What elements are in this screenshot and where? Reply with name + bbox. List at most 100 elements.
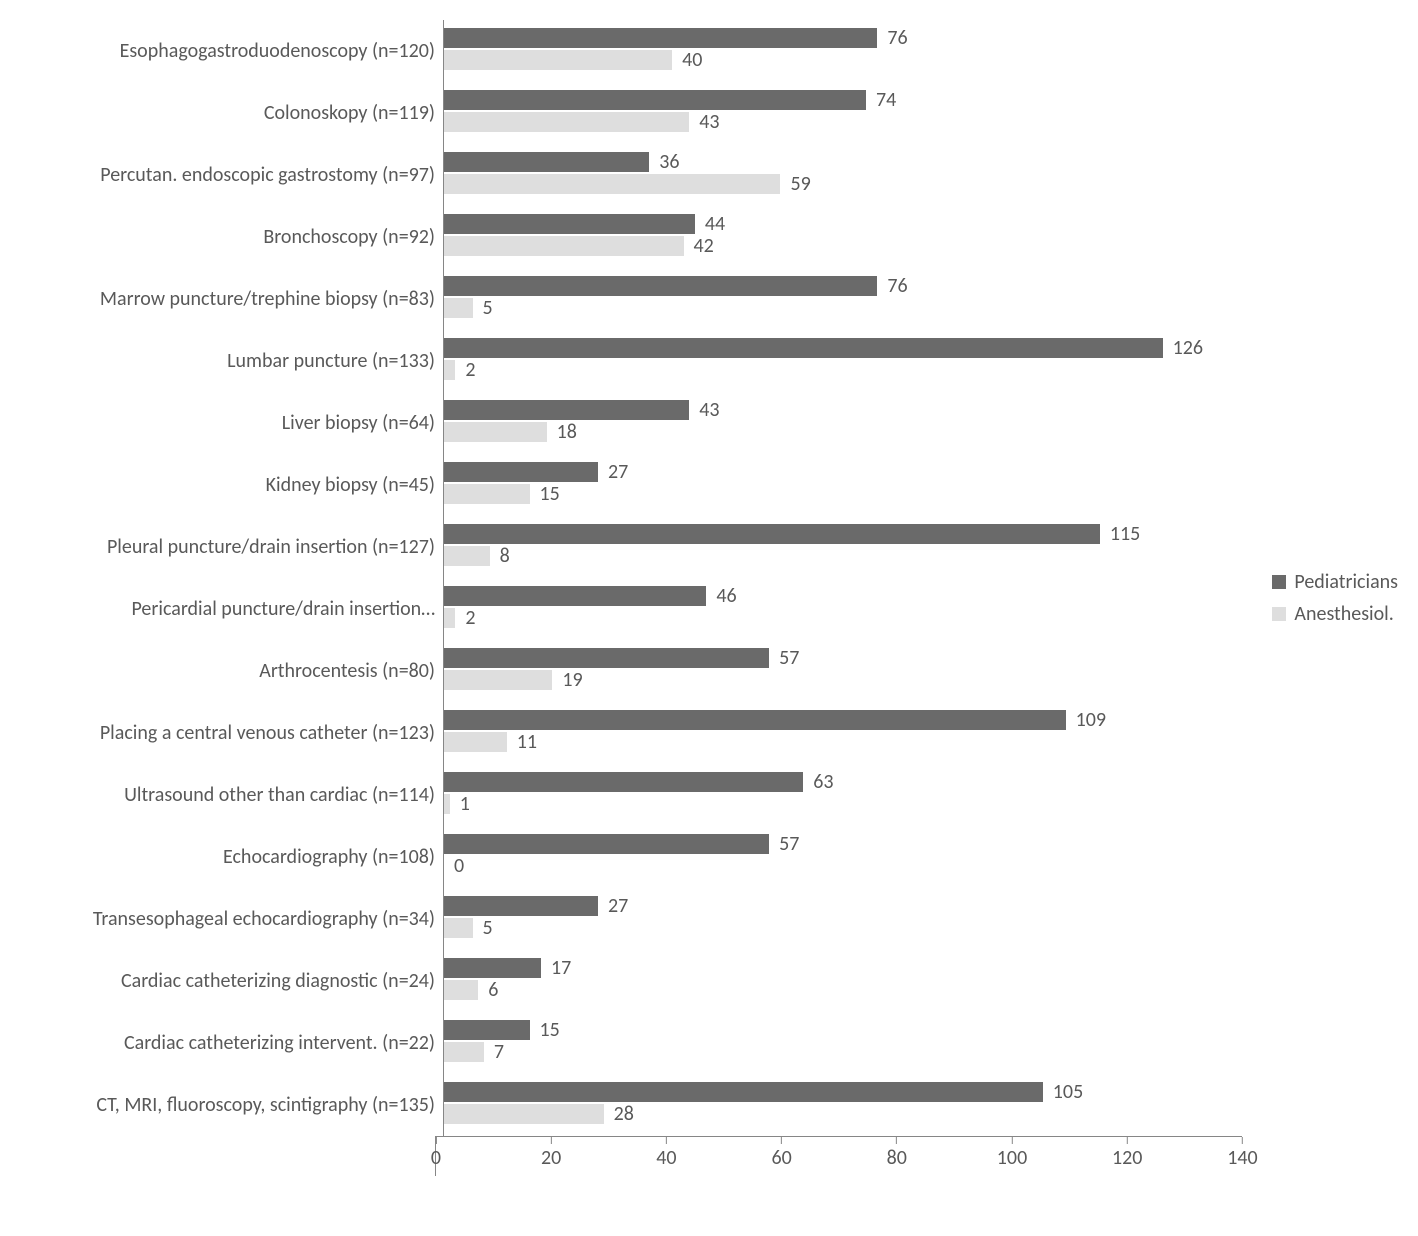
chart-row: Transesophageal echocardiography (n=34)2… — [20, 888, 1242, 950]
chart-row: Lumbar puncture (n=133)1262 — [20, 330, 1242, 392]
value-label-anesthesiol: 6 — [488, 978, 498, 1002]
bar-pediatricians — [444, 1082, 1043, 1102]
category-label: Transesophageal echocardiography (n=34) — [20, 908, 443, 930]
chart-row: Cardiac catheterizing diagnostic (n=24)1… — [20, 950, 1242, 1012]
bar-pediatricians — [444, 648, 769, 668]
bars-area: 570 — [443, 826, 1242, 888]
x-tick-label: 140 — [1227, 1146, 1257, 1170]
value-label-anesthesiol: 0 — [454, 854, 464, 878]
bar-anesthesiol — [444, 174, 780, 194]
chart-row: Pericardial puncture/drain insertion…462 — [20, 578, 1242, 640]
value-label-anesthesiol: 40 — [682, 48, 702, 72]
value-label-pediatricians: 74 — [876, 88, 896, 112]
bar-anesthesiol — [444, 360, 455, 380]
bars-area: 3659 — [443, 144, 1242, 206]
bars-area: 157 — [443, 1012, 1242, 1074]
bars-area: 5719 — [443, 640, 1242, 702]
category-label: Arthrocentesis (n=80) — [20, 660, 443, 682]
x-tick-label: 0 — [431, 1146, 441, 1170]
category-label: Cardiac catheterizing intervent. (n=22) — [20, 1032, 443, 1054]
value-label-anesthesiol: 5 — [483, 916, 493, 940]
x-tick: 80 — [887, 1137, 907, 1170]
category-label: Esophagogastroduodenoscopy (n=120) — [20, 40, 443, 62]
bar-pediatricians — [444, 772, 803, 792]
value-label-pediatricians: 27 — [608, 894, 628, 918]
chart-row: Pleural puncture/drain insertion (n=127)… — [20, 516, 1242, 578]
bars-area: 7443 — [443, 82, 1242, 144]
bar-pediatricians — [444, 896, 598, 916]
value-label-anesthesiol: 42 — [694, 234, 714, 258]
value-label-pediatricians: 15 — [540, 1018, 560, 1042]
x-tick: 140 — [1227, 1137, 1257, 1170]
category-label: Colonoskopy (n=119) — [20, 102, 443, 124]
value-label-pediatricians: 76 — [887, 26, 907, 50]
chart-row: Placing a central venous catheter (n=123… — [20, 702, 1242, 764]
bar-anesthesiol — [444, 298, 473, 318]
bar-pediatricians — [444, 710, 1066, 730]
value-label-anesthesiol: 15 — [540, 482, 560, 506]
bar-anesthesiol — [444, 794, 450, 814]
chart-row: Cardiac catheterizing intervent. (n=22)1… — [20, 1012, 1242, 1074]
x-tick: 100 — [997, 1137, 1027, 1170]
chart-row: Kidney biopsy (n=45)2715 — [20, 454, 1242, 516]
x-axis: 020406080100120140 — [435, 1136, 1242, 1176]
value-label-anesthesiol: 1 — [460, 792, 470, 816]
bar-pediatricians — [444, 90, 866, 110]
chart-row: Colonoskopy (n=119)7443 — [20, 82, 1242, 144]
value-label-pediatricians: 46 — [716, 584, 736, 608]
chart-row: Arthrocentesis (n=80)5719 — [20, 640, 1242, 702]
category-label: Liver biopsy (n=64) — [20, 412, 443, 434]
category-label: Lumbar puncture (n=133) — [20, 350, 443, 372]
bar-pediatricians — [444, 276, 877, 296]
bars-area: 76 40 — [443, 20, 1242, 82]
category-label: Pericardial puncture/drain insertion… — [20, 598, 443, 620]
x-tick: 60 — [771, 1137, 791, 1170]
category-label: Percutan. endoscopic gastrostomy (n=97) — [20, 164, 443, 186]
legend-swatch-pediatricians — [1272, 575, 1286, 589]
legend: Pediatricians Anesthesiol. — [1272, 562, 1398, 634]
chart-row: Ultrasound other than cardiac (n=114)631 — [20, 764, 1242, 826]
value-label-anesthesiol: 8 — [500, 544, 510, 568]
value-label-pediatricians: 44 — [705, 212, 725, 236]
value-label-pediatricians: 76 — [887, 274, 907, 298]
category-label: Bronchoscopy (n=92) — [20, 226, 443, 248]
category-label: CT, MRI, fluoroscopy, scintigraphy (n=13… — [20, 1094, 443, 1116]
bar-anesthesiol — [444, 546, 490, 566]
category-label: Placing a central venous catheter (n=123… — [20, 722, 443, 744]
bars-area: 63 1 — [443, 764, 1242, 826]
bar-anesthesiol — [444, 236, 684, 256]
legend-item-anesthesiol: Anesthesiol. — [1272, 602, 1398, 626]
bars-area: 2715 — [443, 454, 1242, 516]
bars-area: 4318 — [443, 392, 1242, 454]
bar-chart: Esophagogastroduodenoscopy (n=120) 76 40 Co… — [20, 20, 1242, 1176]
value-label-pediatricians: 63 — [813, 770, 833, 794]
x-tick-label: 80 — [887, 1146, 907, 1170]
bars-area: 4442 — [443, 206, 1242, 268]
x-tick-label: 100 — [997, 1146, 1027, 1170]
bar-pediatricians — [444, 400, 689, 420]
value-label-anesthesiol: 59 — [790, 172, 810, 196]
value-label-pediatricians: 115 — [1110, 522, 1140, 546]
value-label-pediatricians: 126 — [1173, 336, 1203, 360]
bar-anesthesiol — [444, 484, 530, 504]
bar-anesthesiol — [444, 918, 473, 938]
bars-area: 462 — [443, 578, 1242, 640]
x-tick: 40 — [656, 1137, 676, 1170]
bar-pediatricians — [444, 834, 769, 854]
bar-anesthesiol — [444, 670, 552, 690]
bar-anesthesiol — [444, 980, 478, 1000]
bar-anesthesiol — [444, 50, 672, 70]
x-tick: 120 — [1112, 1137, 1142, 1170]
bars-area: 27 5 — [443, 888, 1242, 950]
bar-pediatricians — [444, 214, 695, 234]
bar-pediatricians — [444, 152, 649, 172]
x-tick-label: 40 — [656, 1146, 676, 1170]
bars-area: 176 — [443, 950, 1242, 1012]
bars-area: 76 5 — [443, 268, 1242, 330]
value-label-anesthesiol: 5 — [483, 296, 493, 320]
category-label: Marrow puncture/trephine biopsy (n=83) — [20, 288, 443, 310]
chart-row: Bronchoscopy (n=92)4442 — [20, 206, 1242, 268]
bar-pediatricians — [444, 1020, 530, 1040]
bar-pediatricians — [444, 338, 1163, 358]
x-tick-label: 120 — [1112, 1146, 1142, 1170]
